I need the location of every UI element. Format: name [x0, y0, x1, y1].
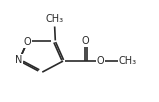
- Text: CH₃: CH₃: [46, 14, 64, 24]
- Text: N: N: [15, 55, 23, 65]
- Text: CH₃: CH₃: [118, 56, 137, 66]
- Text: O: O: [24, 37, 31, 47]
- Text: O: O: [82, 36, 90, 46]
- Text: O: O: [97, 56, 104, 66]
